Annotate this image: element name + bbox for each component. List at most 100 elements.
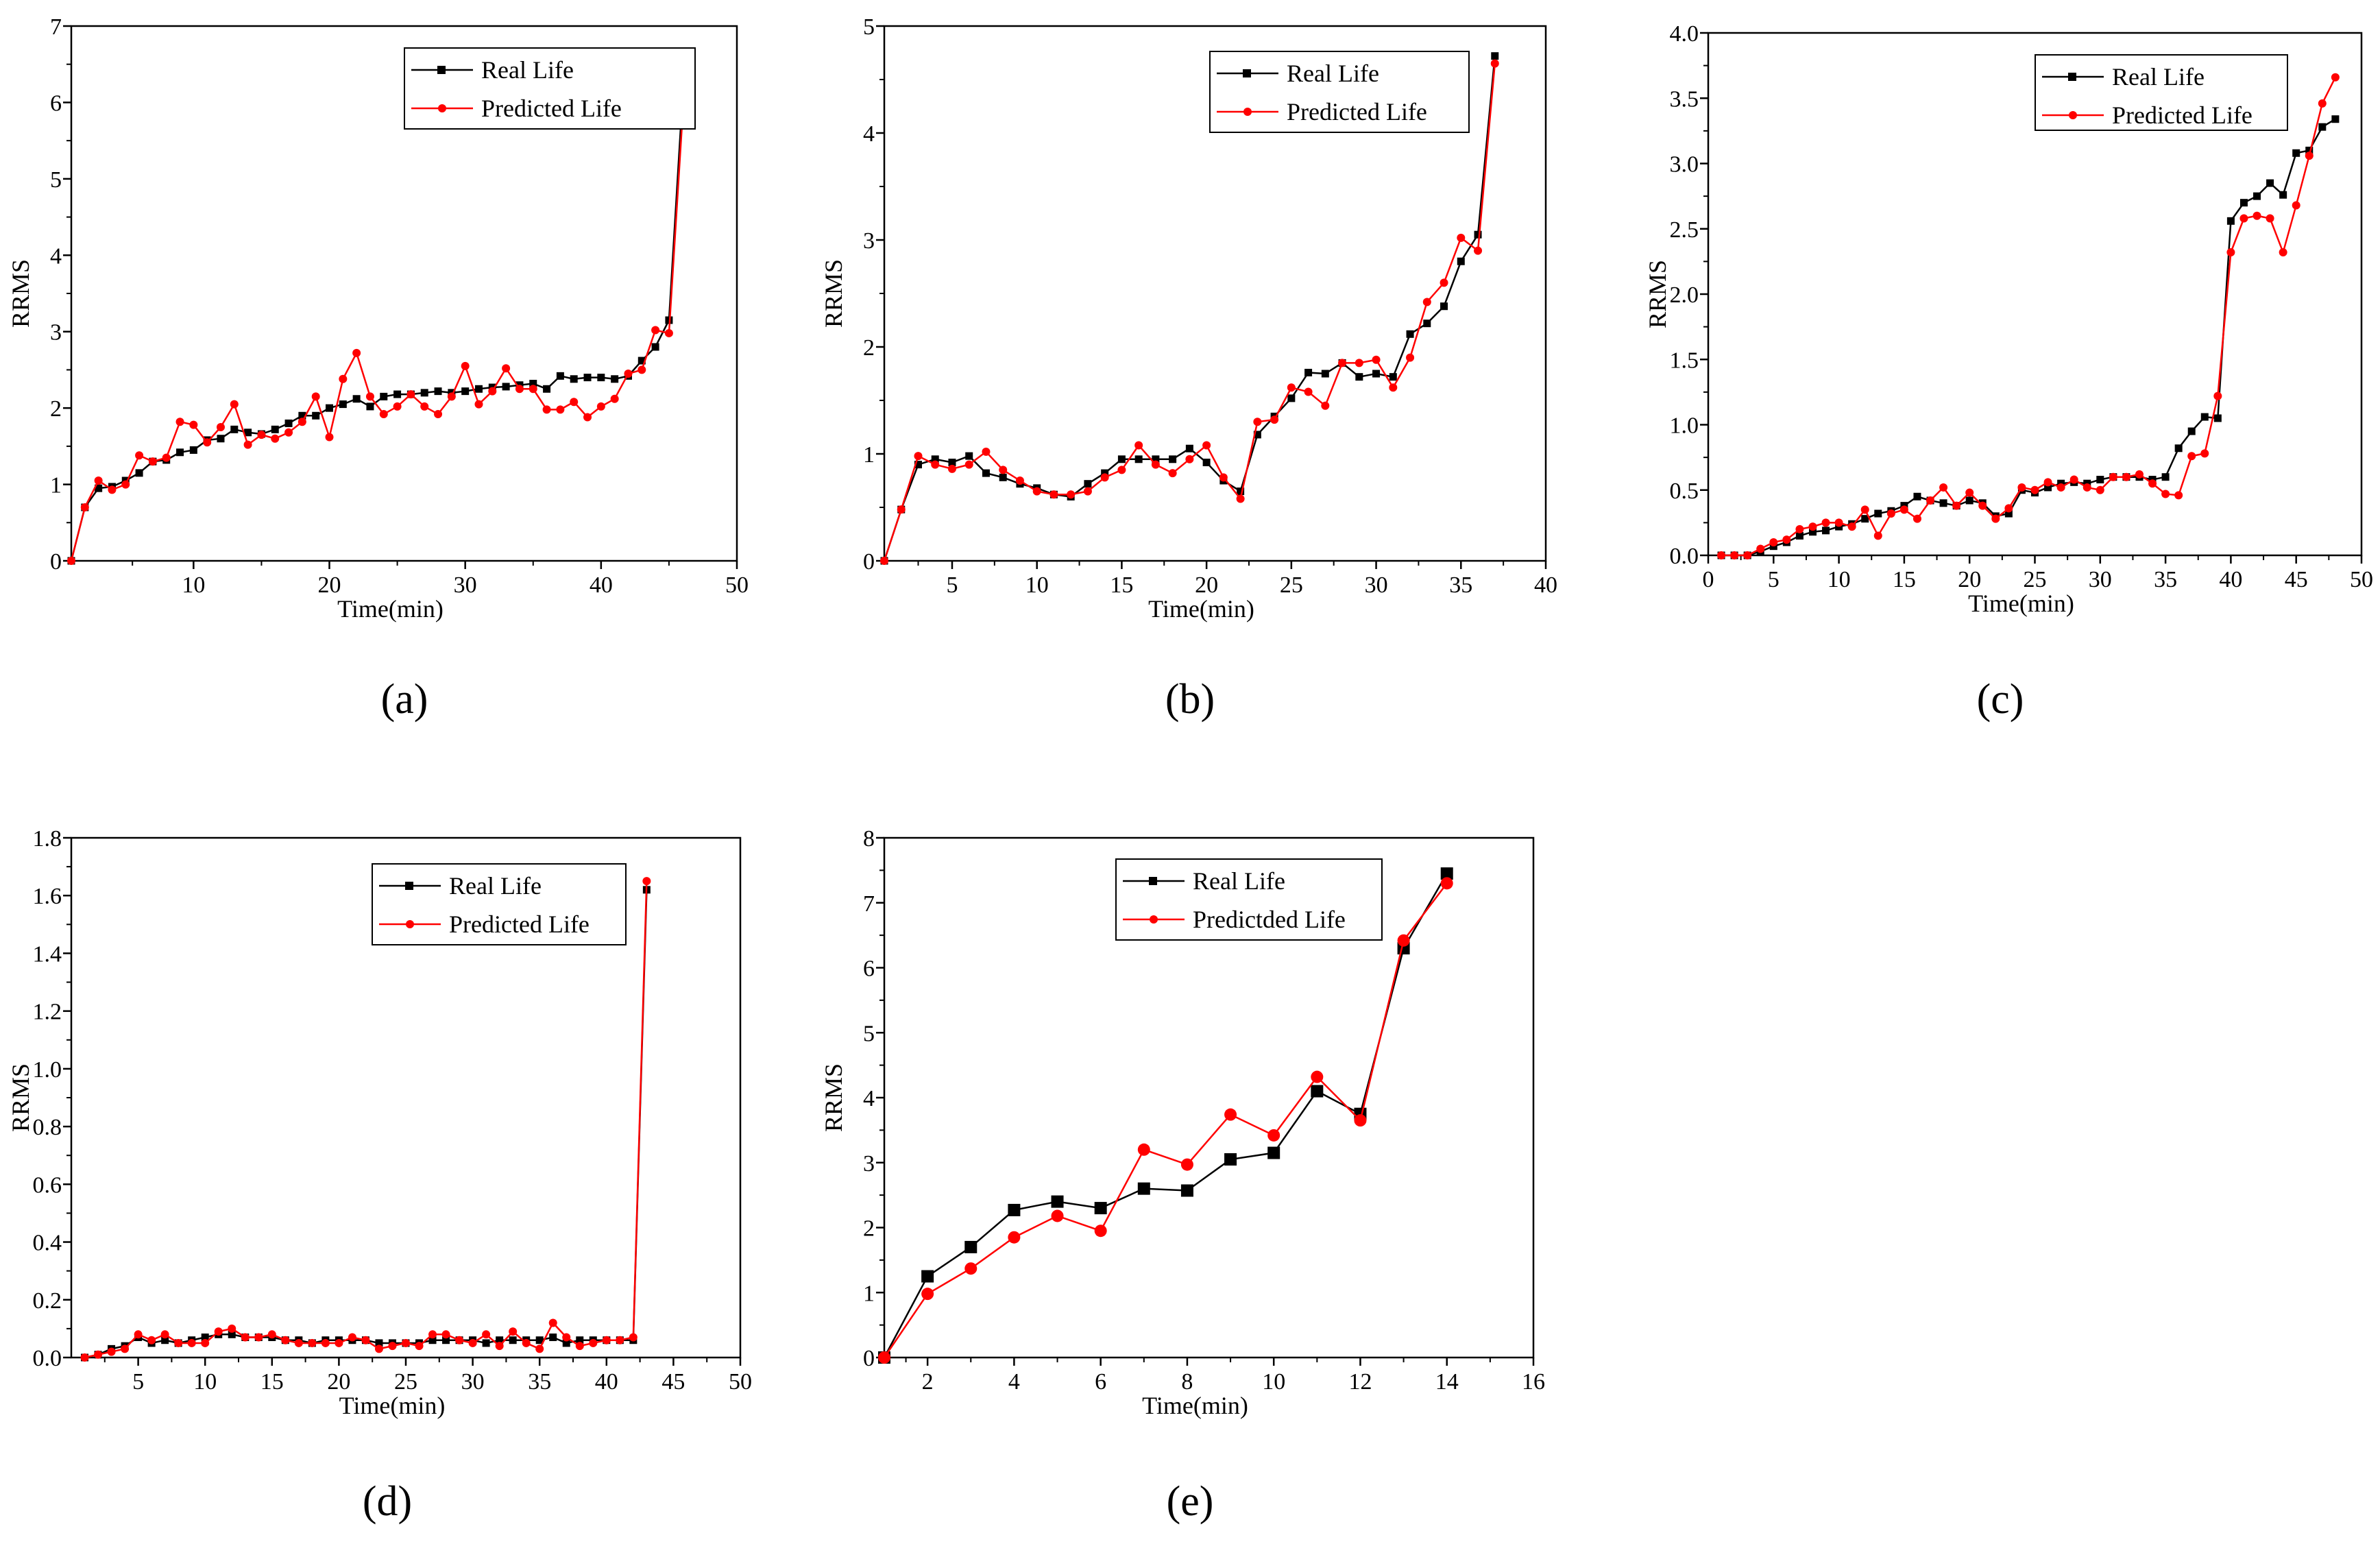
data-point bbox=[174, 1338, 183, 1347]
data-point bbox=[548, 1318, 557, 1327]
y-tick-label: 3.5 bbox=[1670, 86, 1699, 112]
x-tick-label: 30 bbox=[2089, 567, 2112, 592]
data-point bbox=[2279, 248, 2287, 257]
x-tick-label: 10 bbox=[1025, 572, 1049, 598]
data-point bbox=[2213, 391, 2222, 400]
y-tick-label: 6 bbox=[50, 91, 62, 116]
y-tick-label: 0.0 bbox=[33, 1346, 62, 1371]
data-point bbox=[230, 425, 239, 433]
data-point bbox=[1457, 233, 1466, 242]
data-point bbox=[294, 1338, 303, 1347]
data-point bbox=[1134, 441, 1143, 450]
data-point bbox=[1782, 535, 1791, 544]
data-point bbox=[509, 1327, 518, 1336]
data-point bbox=[1049, 490, 1058, 499]
data-point bbox=[2109, 472, 2117, 481]
y-tick-label: 5 bbox=[50, 167, 62, 193]
x-axis-title: Time(min) bbox=[1968, 590, 2074, 617]
data-point bbox=[388, 1342, 397, 1351]
data-point bbox=[549, 1334, 557, 1342]
data-point bbox=[2043, 478, 2052, 487]
data-point bbox=[335, 1338, 343, 1347]
x-tick-label: 15 bbox=[260, 1369, 284, 1395]
data-point bbox=[502, 364, 511, 373]
data-point bbox=[406, 390, 415, 399]
data-point bbox=[352, 395, 361, 403]
series-predicted-life bbox=[1717, 73, 2340, 559]
series-real-life bbox=[878, 867, 1453, 1364]
data-point bbox=[597, 374, 605, 382]
data-point bbox=[1822, 527, 1830, 535]
x-axis-title: Time(min) bbox=[1148, 595, 1254, 623]
y-tick-label: 4 bbox=[50, 243, 62, 269]
data-point bbox=[366, 402, 374, 411]
data-point bbox=[1440, 302, 1448, 311]
data-point bbox=[284, 428, 293, 437]
data-point bbox=[135, 469, 143, 477]
data-point bbox=[880, 557, 888, 565]
y-tick-label: 2 bbox=[863, 335, 875, 361]
y-tick-label: 3.0 bbox=[1670, 152, 1699, 178]
y-tick-label: 1 bbox=[50, 473, 62, 498]
series-line bbox=[1721, 118, 2336, 557]
x-tick-label: 15 bbox=[1893, 567, 1916, 592]
data-point bbox=[2122, 472, 2130, 481]
y-tick-label: 5 bbox=[863, 1021, 875, 1046]
data-point bbox=[1834, 518, 1843, 527]
data-point bbox=[1886, 509, 1895, 518]
x-tick-label: 14 bbox=[1435, 1369, 1459, 1395]
data-point bbox=[1474, 230, 1482, 239]
data-point bbox=[108, 485, 117, 494]
data-point bbox=[428, 1336, 437, 1344]
series-real-life bbox=[1717, 115, 2340, 559]
data-point bbox=[1267, 1129, 1280, 1142]
data-point bbox=[2305, 146, 2314, 154]
x-tick-label: 6 bbox=[1095, 1369, 1106, 1395]
data-point bbox=[1808, 528, 1817, 536]
data-point bbox=[964, 460, 973, 469]
data-point bbox=[1965, 488, 1974, 497]
data-point bbox=[244, 429, 252, 437]
data-point bbox=[1860, 505, 1869, 514]
data-point bbox=[1355, 359, 1363, 367]
y-tick-label: 1.8 bbox=[33, 826, 62, 852]
y-tick-label: 7 bbox=[863, 891, 875, 917]
data-point bbox=[447, 392, 456, 401]
data-point bbox=[2331, 115, 2340, 123]
data-point bbox=[415, 1342, 424, 1351]
data-point bbox=[1338, 359, 1347, 367]
legend-box bbox=[2035, 54, 2288, 131]
data-point bbox=[535, 1336, 544, 1344]
y-tick-label: 0.6 bbox=[33, 1172, 62, 1198]
data-point bbox=[1873, 531, 1882, 540]
data-point bbox=[931, 460, 940, 469]
y-tick-label: 1.0 bbox=[33, 1057, 62, 1083]
data-point bbox=[1756, 544, 1765, 553]
data-point bbox=[175, 418, 184, 426]
data-point bbox=[107, 1347, 116, 1356]
data-point bbox=[1978, 501, 1987, 510]
data-point bbox=[2174, 491, 2183, 500]
x-tick-label: 40 bbox=[590, 572, 613, 598]
data-point bbox=[241, 1333, 250, 1342]
data-point bbox=[230, 400, 239, 409]
series-predicted-life bbox=[67, 112, 687, 565]
data-point bbox=[535, 1344, 544, 1353]
data-point bbox=[1180, 1158, 1193, 1171]
data-point bbox=[1008, 1231, 1021, 1244]
legend: Real Life Predictded Life bbox=[1115, 858, 1383, 941]
data-point bbox=[2096, 485, 2104, 494]
data-point bbox=[610, 394, 619, 403]
data-point bbox=[420, 402, 429, 411]
data-point bbox=[1180, 1184, 1193, 1197]
data-point bbox=[1008, 1203, 1021, 1216]
y-tick-label: 6 bbox=[863, 956, 875, 982]
x-tick-label: 40 bbox=[2219, 567, 2242, 592]
data-point bbox=[94, 477, 103, 485]
data-point bbox=[420, 389, 428, 397]
series-line bbox=[70, 97, 683, 562]
legend-box bbox=[1209, 51, 1470, 133]
data-point bbox=[2318, 123, 2327, 131]
data-point bbox=[1237, 487, 1245, 496]
data-point bbox=[1185, 444, 1193, 453]
